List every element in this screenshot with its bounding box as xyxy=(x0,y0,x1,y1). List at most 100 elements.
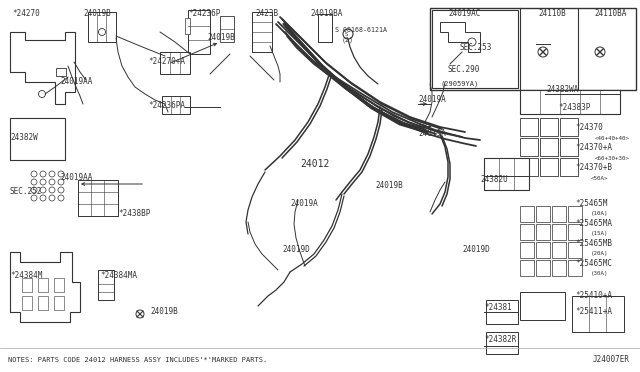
Text: *25465M: *25465M xyxy=(575,199,607,208)
Text: 24019D: 24019D xyxy=(462,246,490,254)
Text: 24019B: 24019B xyxy=(375,182,403,190)
Text: 24019B: 24019B xyxy=(207,33,235,42)
Bar xyxy=(568,242,582,258)
Bar xyxy=(520,260,534,276)
Text: *24236PA: *24236PA xyxy=(148,102,185,110)
Bar xyxy=(520,90,620,114)
Text: 24382W: 24382W xyxy=(10,134,38,142)
Bar xyxy=(560,158,578,176)
Text: 24019BA: 24019BA xyxy=(310,10,342,19)
Text: 24019A: 24019A xyxy=(418,129,445,138)
Text: *25410+A: *25410+A xyxy=(575,292,612,301)
Text: <60+30+30>: <60+30+30> xyxy=(595,155,630,160)
Text: NOTES: PARTS CODE 24012 HARNESS ASSY INCLUDES'*'MARKED PARTS.: NOTES: PARTS CODE 24012 HARNESS ASSY INC… xyxy=(8,357,268,363)
Text: 24382WA: 24382WA xyxy=(546,86,579,94)
Text: 24012: 24012 xyxy=(300,159,330,169)
Bar xyxy=(486,300,518,324)
Bar xyxy=(432,10,518,88)
Text: J24007ER: J24007ER xyxy=(593,356,630,365)
Text: *24270+A: *24270+A xyxy=(148,58,185,67)
Bar xyxy=(430,8,636,90)
Text: *24384MA: *24384MA xyxy=(100,272,137,280)
Bar xyxy=(318,14,332,42)
Bar xyxy=(78,180,118,216)
Bar xyxy=(536,242,550,258)
Text: SEC.252: SEC.252 xyxy=(10,187,42,196)
Bar xyxy=(88,12,116,42)
Bar xyxy=(10,118,65,160)
Bar xyxy=(520,206,534,222)
Text: *24382R: *24382R xyxy=(484,336,516,344)
Text: *25465MC: *25465MC xyxy=(575,260,612,269)
Text: *24270: *24270 xyxy=(12,10,40,19)
Text: 24382U: 24382U xyxy=(480,176,508,185)
Bar xyxy=(38,296,48,310)
Bar xyxy=(536,206,550,222)
Bar xyxy=(22,296,32,310)
Text: 24019AA: 24019AA xyxy=(60,77,92,87)
Text: (30A): (30A) xyxy=(591,272,609,276)
Bar xyxy=(568,206,582,222)
Bar xyxy=(486,332,518,354)
Bar xyxy=(536,260,550,276)
Text: (10A): (10A) xyxy=(591,212,609,217)
Bar xyxy=(560,138,578,156)
Text: 24019A: 24019A xyxy=(418,96,445,105)
Bar xyxy=(572,296,624,332)
Bar xyxy=(520,158,538,176)
Text: S 08168-6121A: S 08168-6121A xyxy=(335,27,387,33)
Text: *25465MB: *25465MB xyxy=(575,240,612,248)
Text: <50A>: <50A> xyxy=(591,176,609,180)
Bar xyxy=(160,52,190,74)
Text: 24019A: 24019A xyxy=(290,199,317,208)
Text: 24019B: 24019B xyxy=(83,10,111,19)
Bar xyxy=(54,296,64,310)
Bar xyxy=(560,118,578,136)
Bar xyxy=(484,158,529,190)
Bar xyxy=(56,68,66,76)
Bar xyxy=(552,224,566,240)
Text: *25465MA: *25465MA xyxy=(575,219,612,228)
Text: (20A): (20A) xyxy=(591,251,609,257)
Bar xyxy=(185,18,190,34)
Text: 24019B: 24019B xyxy=(150,308,178,317)
Text: 24019AC: 24019AC xyxy=(448,10,481,19)
Bar xyxy=(540,158,558,176)
Text: 24019AA: 24019AA xyxy=(60,173,92,183)
Text: 2423B: 2423B xyxy=(255,10,278,19)
Text: <40+40+40>: <40+40+40> xyxy=(595,135,630,141)
Bar xyxy=(520,118,538,136)
Text: *24384M: *24384M xyxy=(10,272,42,280)
Bar xyxy=(162,96,190,114)
Bar xyxy=(540,138,558,156)
Bar xyxy=(98,270,114,300)
Bar xyxy=(520,224,534,240)
Text: SEC.290: SEC.290 xyxy=(448,65,481,74)
Bar xyxy=(552,242,566,258)
Bar xyxy=(188,10,210,54)
Text: 24019D: 24019D xyxy=(282,246,310,254)
Bar xyxy=(252,12,272,52)
Text: (2): (2) xyxy=(342,37,354,43)
Text: *24370: *24370 xyxy=(575,124,603,132)
Bar xyxy=(38,278,48,292)
Text: *24370+A: *24370+A xyxy=(575,144,612,153)
Bar xyxy=(220,16,234,42)
Text: (29059YA): (29059YA) xyxy=(440,81,478,87)
Text: *24381: *24381 xyxy=(484,304,512,312)
Bar xyxy=(520,242,534,258)
Bar xyxy=(568,260,582,276)
Text: *2438BP: *2438BP xyxy=(118,209,150,218)
Bar xyxy=(22,278,32,292)
Text: *24383P: *24383P xyxy=(558,103,590,112)
Text: *24370+B: *24370+B xyxy=(575,164,612,173)
Text: 24110B: 24110B xyxy=(538,10,566,19)
Text: *25411+A: *25411+A xyxy=(575,308,612,317)
Bar xyxy=(568,224,582,240)
Text: SEC.253: SEC.253 xyxy=(460,44,492,52)
Bar xyxy=(552,260,566,276)
Text: (15A): (15A) xyxy=(591,231,609,237)
Text: 24110BA: 24110BA xyxy=(594,10,627,19)
Bar xyxy=(520,138,538,156)
Bar xyxy=(520,292,565,320)
